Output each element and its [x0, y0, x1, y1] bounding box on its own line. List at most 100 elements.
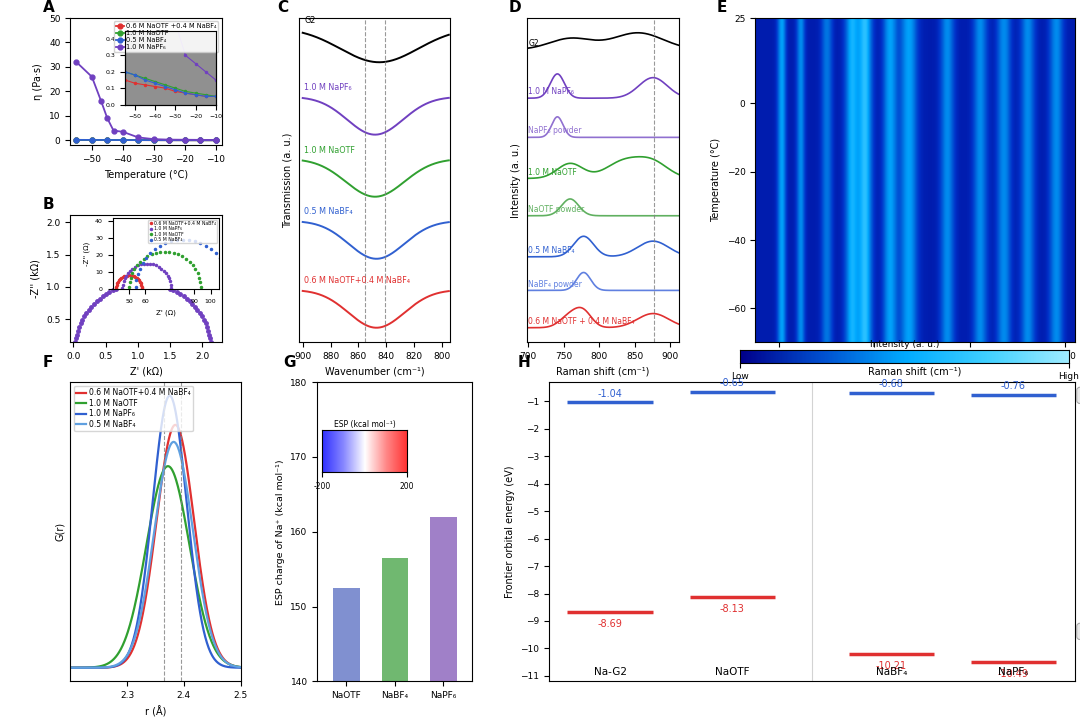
Legend: 0.6 M NaOTF +0.4 M NaBF₄, 1.0 M NaOTF, 0.5 M NaBF₄, 1.0 M NaPF₆: 0.6 M NaOTF +0.4 M NaBF₄, 1.0 M NaOTF, 0… [114, 22, 218, 53]
0.6 M NaOTF+0.4 M NaBF₄ [132, 631, 145, 640]
X-axis label: Wavenumber (cm⁻¹): Wavenumber (cm⁻¹) [325, 367, 424, 377]
0.6 M NaOTF+0.4 M NaBF₄ [188, 520, 201, 528]
1.0 M NaPF₆ [187, 562, 200, 571]
Text: 0.5 M NaBF₄: 0.5 M NaBF₄ [305, 208, 353, 216]
1.0 M NaOTF [70, 136, 83, 144]
Y-axis label: Frontier orbital energy (eV): Frontier orbital energy (eV) [504, 466, 515, 598]
1.0 M NaPF₆ [85, 72, 98, 81]
Y-axis label: ESP charge of Na⁺ (kcal mol⁻¹): ESP charge of Na⁺ (kcal mol⁻¹) [275, 459, 285, 604]
Text: NaBF₄: NaBF₄ [876, 667, 907, 677]
Line: 1.0 M NaPF₆: 1.0 M NaPF₆ [73, 60, 218, 143]
0.5 M NaBF₄ [117, 136, 130, 144]
Line: 0.6 M NaOTF +0.4 M NaBF₄: 0.6 M NaOTF +0.4 M NaBF₄ [73, 138, 218, 143]
0.6 M NaOTF +0.4 M NaBF₄ [163, 136, 176, 144]
0.6 M NaOTF+0.4 M NaBF₄ [234, 663, 247, 671]
1.0 M NaOTF [84, 663, 97, 672]
X-axis label: Temperature (°C): Temperature (°C) [104, 169, 188, 180]
0.5 M NaBF₄ [64, 663, 77, 672]
Text: 0.6 M NaOTF+0.4 M NaBF₄: 0.6 M NaOTF+0.4 M NaBF₄ [305, 276, 410, 286]
0.5 M NaBF₄ [234, 663, 247, 671]
Text: -8.13: -8.13 [720, 604, 745, 614]
0.6 M NaOTF +0.4 M NaBF₄ [100, 136, 113, 144]
0.6 M NaOTF +0.4 M NaBF₄ [210, 136, 222, 145]
1.0 M NaPF₆ [84, 663, 97, 672]
Text: -8.69: -8.69 [598, 619, 623, 629]
Text: NaBF₄ powder: NaBF₄ powder [528, 280, 582, 288]
Y-axis label: Temperature (°C): Temperature (°C) [711, 138, 721, 222]
1.0 M NaPF₆ [132, 616, 145, 625]
1.0 M NaPF₆ [95, 97, 108, 105]
0.5 M NaBF₄ [132, 623, 145, 632]
Text: -1.04: -1.04 [598, 389, 623, 399]
1.0 M NaOTF [117, 136, 130, 144]
Text: -10.21: -10.21 [876, 661, 907, 671]
Text: G2: G2 [305, 16, 315, 25]
1.0 M NaPF₆ [193, 136, 206, 144]
X-axis label: Raman shift (cm⁻¹): Raman shift (cm⁻¹) [556, 367, 649, 377]
0.5 M NaBF₄ [187, 531, 200, 540]
1.0 M NaOTF [210, 136, 222, 145]
1.0 M NaPF₆ [163, 136, 176, 144]
0.6 M NaOTF+0.4 M NaBF₄ [64, 663, 77, 672]
Text: 0.5 M NaBF₄: 0.5 M NaBF₄ [528, 246, 575, 255]
Text: NaPF₆ powder: NaPF₆ powder [528, 126, 582, 136]
Text: Na-G2: Na-G2 [594, 667, 626, 677]
0.5 M NaBF₄ [193, 136, 206, 145]
Text: B: B [43, 197, 54, 212]
X-axis label: Z' (kΩ): Z' (kΩ) [130, 367, 162, 377]
Text: 1.0 M NaPF₆: 1.0 M NaPF₆ [528, 87, 575, 97]
Text: -0.68: -0.68 [879, 379, 904, 389]
Text: A: A [43, 0, 55, 14]
Text: D: D [509, 0, 522, 14]
1.0 M NaPF₆ [147, 135, 160, 143]
1.0 M NaOTF [64, 663, 77, 672]
1.0 M NaOTF [188, 569, 201, 578]
Line: 0.6 M NaOTF+0.4 M NaBF₄: 0.6 M NaOTF+0.4 M NaBF₄ [70, 425, 241, 668]
X-axis label: Raman shift (cm⁻¹): Raman shift (cm⁻¹) [868, 367, 961, 377]
1.0 M NaOTF [132, 136, 145, 144]
0.5 M NaBF₄ [119, 653, 132, 662]
Text: 1.0 M NaPF₆: 1.0 M NaPF₆ [305, 84, 352, 92]
0.6 M NaOTF +0.4 M NaBF₄ [193, 136, 206, 145]
0.5 M NaBF₄ [70, 136, 83, 144]
1.0 M NaOTF [187, 565, 200, 573]
0.6 M NaOTF +0.4 M NaBF₄ [117, 136, 130, 144]
Title: Intensity (a. u.): Intensity (a. u.) [869, 340, 940, 349]
Y-axis label: Transmission (a. u.): Transmission (a. u.) [283, 133, 293, 228]
0.6 M NaOTF +0.4 M NaBF₄ [132, 136, 145, 144]
Text: NaOTF powder: NaOTF powder [528, 205, 584, 214]
Bar [333, 588, 360, 681]
1.0 M NaPF₆ [163, 392, 176, 400]
1.0 M NaPF₆ [64, 663, 77, 672]
0.6 M NaOTF+0.4 M NaBF₄ [172, 423, 185, 431]
Y-axis label: η (Pa·s): η (Pa·s) [33, 63, 43, 100]
X-axis label: r (Å): r (Å) [145, 706, 166, 717]
0.5 M NaBF₄ [210, 136, 222, 145]
0.5 M NaBF₄ [167, 438, 180, 446]
0.6 M NaOTF +0.4 M NaBF₄ [85, 136, 98, 144]
Text: H: H [517, 355, 530, 370]
1.0 M NaOTF [85, 136, 98, 144]
Text: F: F [43, 355, 53, 370]
1.0 M NaOTF [119, 634, 132, 642]
0.6 M NaOTF+0.4 M NaBF₄ [84, 663, 97, 672]
Line: 1.0 M NaOTF: 1.0 M NaOTF [70, 466, 241, 668]
0.5 M NaBF₄ [188, 538, 201, 547]
Text: NaOTF: NaOTF [715, 667, 750, 677]
Text: E: E [717, 0, 727, 14]
Text: C: C [278, 0, 288, 14]
1.0 M NaOTF [163, 136, 176, 144]
1.0 M NaOTF [132, 588, 145, 596]
Text: 1.0 M NaOTF: 1.0 M NaOTF [305, 146, 355, 155]
0.5 M NaBF₄ [100, 136, 113, 144]
1.0 M NaPF₆ [178, 136, 191, 144]
0.5 M NaBF₄ [132, 136, 145, 144]
1.0 M NaPF₆ [117, 128, 130, 136]
1.0 M NaPF₆ [210, 136, 222, 144]
Line: 1.0 M NaOTF: 1.0 M NaOTF [73, 138, 218, 143]
Text: -0.65: -0.65 [720, 379, 745, 389]
Text: 1.0 M NaOTF: 1.0 M NaOTF [528, 167, 577, 177]
Line: 0.5 M NaBF₄: 0.5 M NaBF₄ [70, 442, 241, 668]
Text: NaPF₆: NaPF₆ [998, 667, 1028, 677]
Legend: 0.6 M NaOTF+0.4 M NaBF₄, 1.0 M NaOTF, 1.0 M NaPF₆, 0.5 M NaBF₄: 0.6 M NaOTF+0.4 M NaBF₄, 1.0 M NaOTF, 1.… [75, 386, 192, 431]
